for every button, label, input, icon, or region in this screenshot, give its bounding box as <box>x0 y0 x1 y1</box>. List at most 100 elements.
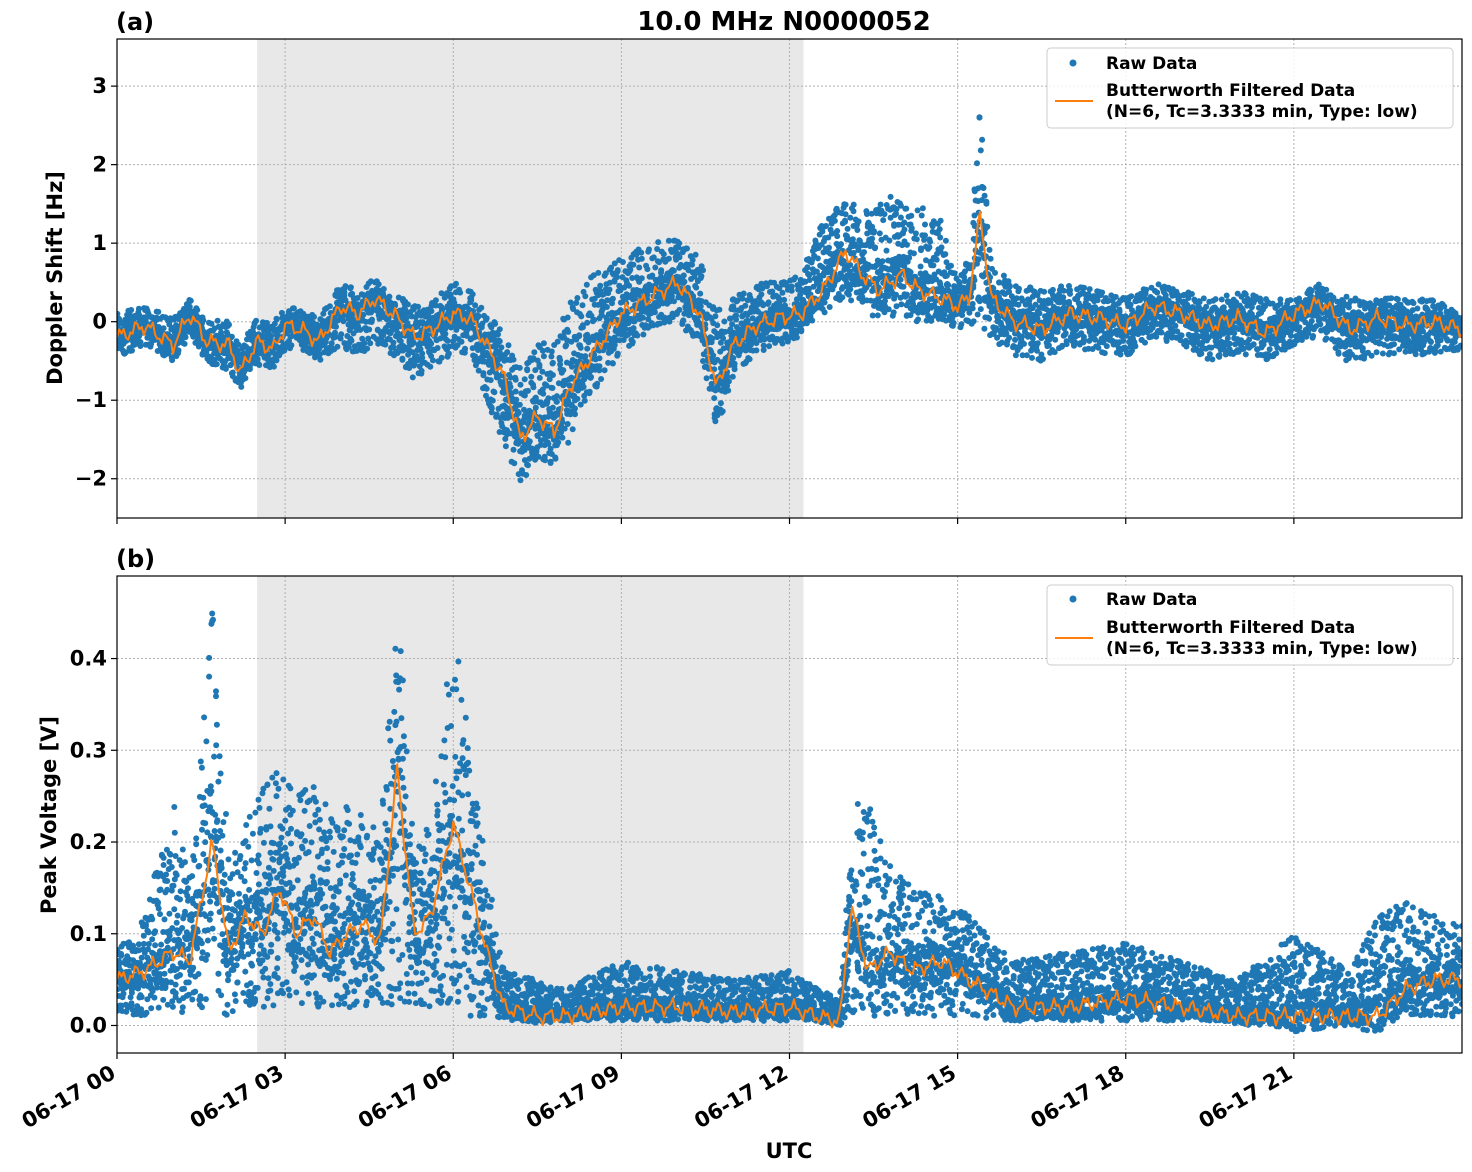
raw-data-point <box>409 374 416 381</box>
raw-data-point <box>654 246 661 252</box>
raw-data-point <box>554 338 561 345</box>
raw-data-point <box>594 380 601 387</box>
raw-data-point <box>579 322 586 329</box>
raw-data-point <box>410 339 417 346</box>
figure-title: 10.0 MHz N0000052 <box>637 7 930 37</box>
raw-data-point <box>326 303 333 310</box>
raw-data-point <box>501 389 508 396</box>
raw-data-point <box>328 340 335 347</box>
raw-data-point <box>583 358 590 365</box>
raw-data-point <box>937 217 944 224</box>
raw-data-point <box>483 315 490 322</box>
raw-data-point <box>765 299 772 306</box>
raw-data-point <box>155 324 162 330</box>
raw-data-point <box>981 325 988 332</box>
raw-data-point <box>1086 286 1093 293</box>
raw-data-point <box>975 256 982 263</box>
raw-data-point <box>614 267 621 274</box>
raw-data-point <box>626 282 633 289</box>
raw-data-point <box>502 443 509 450</box>
raw-data-point <box>681 278 688 285</box>
raw-data-point <box>974 160 980 167</box>
raw-data-point <box>908 212 915 219</box>
raw-data-point <box>881 211 888 218</box>
raw-data-point <box>727 326 734 333</box>
raw-data-point <box>584 319 591 326</box>
raw-data-point <box>288 342 295 349</box>
raw-data-point <box>507 374 514 381</box>
raw-data-point <box>365 335 372 342</box>
raw-data-point <box>539 347 546 354</box>
raw-data-point <box>137 339 144 345</box>
raw-data-point <box>581 397 588 404</box>
panel-a-label: (a) <box>116 8 154 36</box>
raw-data-point <box>564 314 571 321</box>
raw-data-point <box>793 334 800 341</box>
raw-data-point <box>1012 336 1018 343</box>
raw-data-point <box>804 264 811 271</box>
raw-data-point <box>665 237 672 244</box>
raw-data-point <box>559 419 566 426</box>
raw-data-point <box>295 314 302 321</box>
raw-data-point <box>390 344 397 351</box>
raw-data-point <box>619 259 626 265</box>
raw-data-point <box>877 201 884 208</box>
raw-data-point <box>630 261 637 268</box>
raw-data-point <box>840 258 847 264</box>
raw-data-point <box>532 367 539 374</box>
raw-data-point <box>914 207 921 214</box>
raw-data-point <box>692 251 699 258</box>
raw-data-point <box>338 331 345 338</box>
raw-data-point <box>390 339 397 346</box>
raw-data-point <box>826 304 833 310</box>
raw-data-point <box>547 460 554 466</box>
raw-data-point <box>760 342 767 349</box>
raw-data-point <box>317 356 324 363</box>
raw-data-point <box>491 389 498 396</box>
raw-data-point <box>938 244 945 251</box>
raw-data-point <box>950 319 957 326</box>
raw-data-point <box>536 361 543 368</box>
raw-data-point <box>554 434 561 441</box>
raw-data-point <box>262 333 269 340</box>
raw-data-point <box>680 317 687 324</box>
raw-data-point <box>540 353 547 360</box>
raw-data-point <box>621 325 628 332</box>
raw-data-point <box>746 356 753 363</box>
raw-data-point <box>631 318 638 325</box>
raw-data-point <box>524 367 531 374</box>
raw-data-point <box>1052 336 1059 343</box>
raw-data-point <box>375 281 382 288</box>
raw-data-point <box>565 397 572 404</box>
raw-data-point <box>926 244 933 251</box>
raw-data-point <box>488 409 495 416</box>
raw-data-point <box>263 319 270 326</box>
raw-data-point <box>885 306 892 313</box>
raw-data-point <box>504 349 511 356</box>
raw-data-point <box>998 339 1005 346</box>
raw-data-point <box>731 306 738 313</box>
raw-data-point <box>424 331 431 338</box>
raw-data-point <box>523 472 530 478</box>
raw-data-point <box>570 306 577 312</box>
raw-data-point <box>1080 333 1087 340</box>
raw-data-point <box>586 388 593 395</box>
raw-data-point <box>502 435 509 442</box>
raw-data-point <box>604 297 611 304</box>
raw-data-point <box>462 346 468 353</box>
raw-data-point <box>933 256 940 263</box>
raw-data-point <box>821 309 828 316</box>
raw-data-point <box>380 286 387 292</box>
raw-data-point <box>717 400 724 407</box>
raw-data-point <box>558 429 565 436</box>
raw-data-point <box>334 343 341 350</box>
raw-data-point <box>535 453 542 460</box>
raw-data-point <box>1101 350 1108 357</box>
raw-data-point <box>521 447 528 453</box>
raw-data-point <box>611 278 618 285</box>
raw-data-point <box>814 255 821 262</box>
raw-data-point <box>1021 340 1027 347</box>
raw-data-point <box>510 356 517 363</box>
raw-data-point <box>128 307 135 313</box>
raw-data-point <box>516 364 523 371</box>
